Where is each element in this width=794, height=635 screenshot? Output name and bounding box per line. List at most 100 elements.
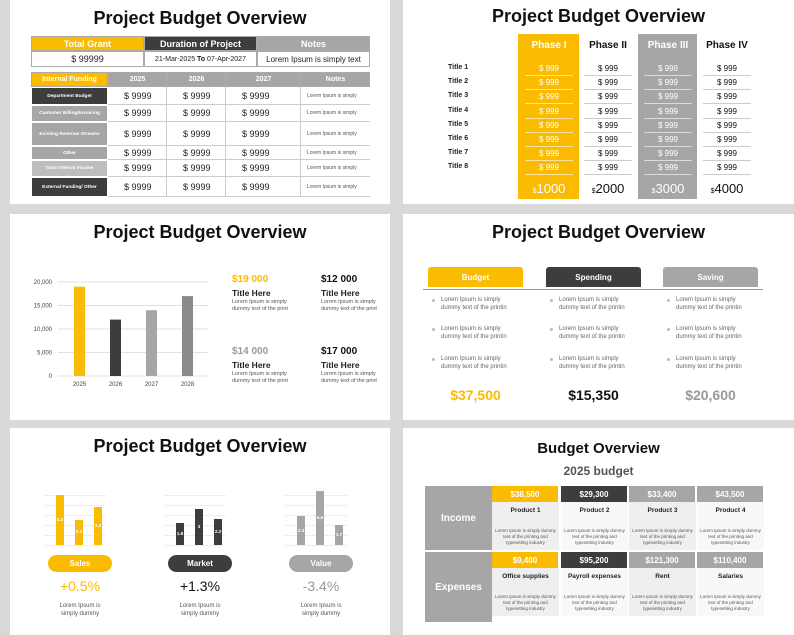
slide-kpi-charts[interactable]: Project Budget Overview 4.2 2.1 3.2 Sales +0…	[10, 428, 390, 635]
value-header: $110,400	[697, 552, 764, 568]
bar	[94, 506, 102, 545]
bullet-text: dummy text of the printin	[559, 305, 625, 311]
item-label: Salaries	[718, 573, 743, 580]
total-value: 2000	[595, 181, 625, 196]
bullet-text: dummy text of the printin	[676, 334, 742, 340]
item-desc: typesetting industry	[643, 606, 682, 611]
column-total: $20,600	[685, 387, 736, 403]
item-desc: text of the printing and	[708, 600, 753, 605]
slide-subtitle: 2025 budget	[563, 464, 634, 478]
kpi-pill: Market	[168, 555, 232, 572]
x-tick-label: 2026	[109, 382, 123, 388]
total-value: 4000	[714, 181, 744, 196]
item-desc: typesetting industry	[506, 606, 545, 611]
col-notes: Notes	[301, 72, 370, 87]
stat-heading: Title Here	[321, 360, 360, 370]
row-value: $ 9999	[226, 146, 301, 160]
row-title: Title 2	[448, 78, 469, 86]
bullet-text: Lorem Ipsum is simply	[676, 326, 736, 332]
phase-cell: $ 999	[597, 120, 619, 130]
bullet-icon	[550, 299, 553, 302]
phase-cell: $ 999	[538, 163, 560, 173]
column-total: $15,350	[568, 387, 619, 403]
bar-label: 4.5	[316, 515, 324, 520]
bar-label: 1.8	[176, 531, 184, 537]
slide-budget-table[interactable]: Project Budget Overview Total Grant Dura…	[10, 0, 390, 204]
row-label: Department Budget	[31, 87, 108, 105]
slide-budget-spending-saving[interactable]: Project Budget Overview Budget Lorem Ipsu…	[403, 214, 794, 420]
cell-divider	[644, 146, 692, 147]
cell-bg	[629, 568, 696, 616]
cell-divider	[525, 174, 573, 176]
phase-cell: $ 999	[597, 64, 619, 73]
item-label: Product 4	[715, 507, 746, 514]
bar	[110, 319, 121, 376]
item-desc: Lorem Ipsum is simply dummy	[700, 594, 761, 599]
phase-cell: $ 999	[538, 120, 560, 130]
total-value: 1000	[536, 181, 566, 196]
cell-divider	[644, 89, 692, 91]
kpi-desc: Lorem Ipsum is	[59, 603, 101, 609]
phase-cell: $ 999	[657, 135, 679, 144]
currency-symbol: $	[710, 188, 715, 195]
slide-bar-chart[interactable]: Project Budget Overview 0 5,000 10,000 15,0…	[10, 214, 390, 420]
value-header: $95,200	[561, 552, 628, 568]
cell-divider	[525, 75, 573, 76]
phase-cell: $ 999	[538, 92, 560, 102]
bar	[74, 286, 85, 376]
kpi-desc: Lorem Ipsum is	[179, 603, 221, 609]
cell-divider	[703, 117, 751, 119]
bar	[335, 524, 343, 545]
bar	[146, 310, 157, 376]
bullet-text: dummy text of the printin	[441, 305, 507, 311]
bar	[297, 516, 305, 545]
phase-total: $4000	[697, 180, 757, 198]
kpi-percent: +1.3%	[179, 578, 221, 594]
item-desc: Lorem Ipsum is simply dummy	[564, 528, 625, 533]
row-title: Title 8	[448, 163, 469, 171]
gridline	[44, 495, 106, 496]
row-value: $ 9999	[108, 122, 167, 146]
divider	[423, 289, 763, 290]
slide-2025-budget[interactable]: Budget Overview 2025 budget Income Expen…	[403, 428, 794, 635]
col-2025: 2025	[108, 72, 167, 87]
phase-cell: $ 999	[657, 64, 679, 73]
bullet-text: Lorem Ipsum is simply	[676, 297, 736, 303]
cell-divider	[584, 117, 632, 119]
gridline	[285, 545, 347, 546]
bar	[56, 494, 64, 545]
stat-value: $14 000	[232, 346, 269, 357]
cell-bg	[561, 568, 628, 616]
item-desc: typesetting industry	[575, 606, 614, 611]
notes-value: Lorem Ipsum is simply text	[257, 51, 370, 67]
stat-desc: dummy text of the print	[321, 378, 377, 384]
cell-divider	[644, 131, 692, 133]
total-value: 3000	[655, 181, 685, 196]
item-desc: Lorem Ipsum is simply dummy	[495, 594, 556, 599]
cell-divider	[584, 75, 632, 76]
x-tick-label: 2028	[181, 382, 195, 388]
item-desc: text of the printing and	[708, 534, 753, 539]
phase-cell: $ 999	[657, 106, 679, 116]
cell-divider	[703, 103, 751, 105]
cell-divider	[644, 160, 692, 162]
row-label: Total Internal Income	[31, 160, 108, 177]
bar	[214, 518, 222, 545]
cell-divider	[703, 146, 751, 147]
header-total-grant: Total Grant	[31, 36, 144, 51]
cell-bg	[492, 502, 559, 550]
income-label: Income	[425, 486, 492, 550]
item-label: Office supplies	[502, 573, 549, 580]
phase-cell: $ 999	[538, 64, 560, 73]
item-label: Product 3	[647, 507, 678, 514]
bar	[316, 491, 324, 545]
row-value: $ 9999	[108, 87, 167, 105]
item-desc: text of the printing and	[503, 534, 548, 539]
slide-title: Project Budget Overview	[93, 436, 307, 456]
x-tick-label: 2025	[73, 382, 87, 388]
bullet-icon	[432, 358, 435, 361]
bar	[75, 519, 83, 545]
col-2027: 2027	[226, 72, 301, 87]
slide-phases[interactable]: Project Budget Overview Phase I Phase II P…	[403, 0, 794, 204]
cell-bg	[697, 502, 764, 550]
